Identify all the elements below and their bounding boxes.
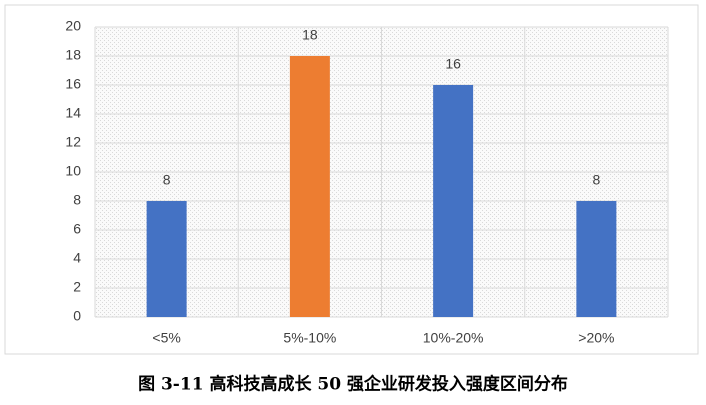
y-tick-label: 4 <box>73 250 81 266</box>
x-tick-label: 5%-10% <box>283 330 336 346</box>
data-label: 8 <box>163 172 171 188</box>
bar <box>146 201 187 317</box>
y-tick-label: 18 <box>65 47 81 63</box>
y-tick-label: 10 <box>65 163 81 179</box>
y-tick-label: 8 <box>73 192 81 208</box>
y-tick-label: 2 <box>73 279 81 295</box>
data-label: 18 <box>302 27 318 43</box>
data-label: 16 <box>445 56 461 72</box>
data-label: 8 <box>592 172 600 188</box>
y-tick-label: 14 <box>65 105 81 121</box>
chart-caption: 图 3-11 高科技高成长 50 强企业研发投入强度区间分布 <box>138 374 568 395</box>
bar <box>576 201 617 317</box>
bar <box>433 85 474 317</box>
y-tick-label: 0 <box>73 308 81 324</box>
y-tick-label: 16 <box>65 76 81 92</box>
y-tick-label: 6 <box>73 221 81 237</box>
x-tick-label: <5% <box>152 330 180 346</box>
x-tick-label: >20% <box>578 330 614 346</box>
bar <box>289 56 330 317</box>
y-tick-label: 12 <box>65 134 81 150</box>
x-tick-label: 10%-20% <box>423 330 484 346</box>
y-tick-label: 20 <box>65 18 81 34</box>
